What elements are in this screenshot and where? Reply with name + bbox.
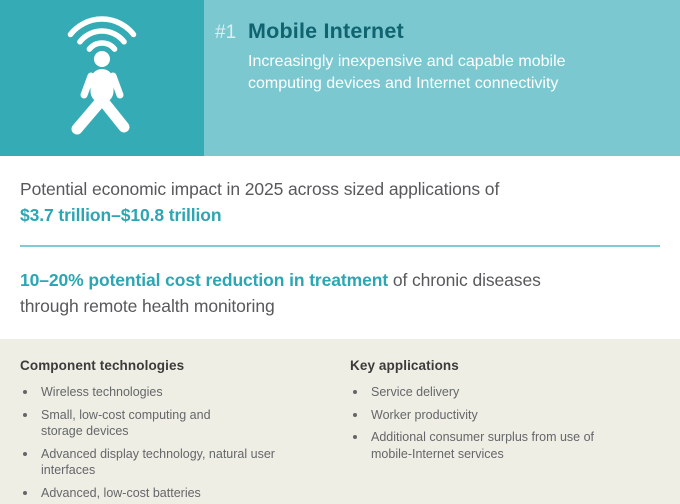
list-item-text: Advanced, low-cost batteries (41, 485, 201, 500)
icon-box (0, 0, 204, 156)
impact-value: $3.7 trillion–$10.8 trillion (20, 204, 222, 225)
column-heading: Key applications (350, 358, 459, 373)
list-item-text: Advanced display technology, natural use… (41, 446, 275, 478)
key-applications-list: Service delivery Worker productivity Add… (350, 384, 660, 462)
title-row: #1 Mobile Internet (215, 19, 664, 44)
walking-person-wifi-icon (67, 16, 137, 135)
list-item-text: Wireless technologies (41, 385, 163, 399)
column-heading: Component technologies (20, 358, 185, 373)
list-item: Service delivery (350, 384, 660, 401)
impact-section: Potential economic impact in 2025 across… (0, 156, 680, 339)
bullet-icon (23, 412, 27, 417)
list-item: Advanced, low-cost batteries (20, 485, 350, 502)
list-item-text: Small, low-cost computing and storage de… (41, 407, 211, 439)
page-subtitle: Increasingly inexpensive and capable mob… (248, 53, 566, 92)
bullet-icon (23, 490, 27, 495)
bullet-icon (353, 412, 357, 417)
details-section: Component technologies Wireless technolo… (0, 339, 680, 504)
component-technologies-list: Wireless technologies Small, low-cost co… (20, 384, 350, 501)
cost-reduction-rest: of chronic diseases through remote healt… (20, 270, 541, 316)
component-technologies-column: Component technologies Wireless technolo… (20, 358, 350, 504)
list-item-text: Worker productivity (371, 407, 478, 422)
divider (20, 245, 660, 247)
bullet-icon (353, 435, 357, 439)
cost-reduction-highlight: 10–20% potential cost reduction in treat… (20, 270, 389, 290)
list-item: Additional consumer surplus from use of … (350, 429, 660, 462)
rank-number: #1 (215, 22, 237, 43)
list-item-text: Additional consumer surplus from use of … (371, 430, 595, 461)
cost-reduction-statement: 10–20% potential cost reduction in treat… (20, 268, 642, 319)
header-banner: #1 Mobile Internet Increasingly inexpens… (204, 0, 680, 156)
bullet-icon (353, 390, 357, 394)
list-item: Advanced display technology, natural use… (20, 446, 350, 479)
bullet-icon (23, 451, 27, 456)
header: #1 Mobile Internet Increasingly inexpens… (0, 0, 680, 156)
page-title: Mobile Internet (248, 19, 404, 43)
bullet-icon (23, 390, 27, 394)
list-item: Worker productivity (350, 407, 660, 424)
key-applications-column: Key applications Service delivery Worker… (350, 358, 660, 504)
list-item: Small, low-cost computing and storage de… (20, 407, 350, 440)
impact-statement: Potential economic impact in 2025 across… (20, 179, 500, 199)
list-item-text: Service delivery (371, 385, 460, 399)
list-item: Wireless technologies (20, 384, 350, 401)
